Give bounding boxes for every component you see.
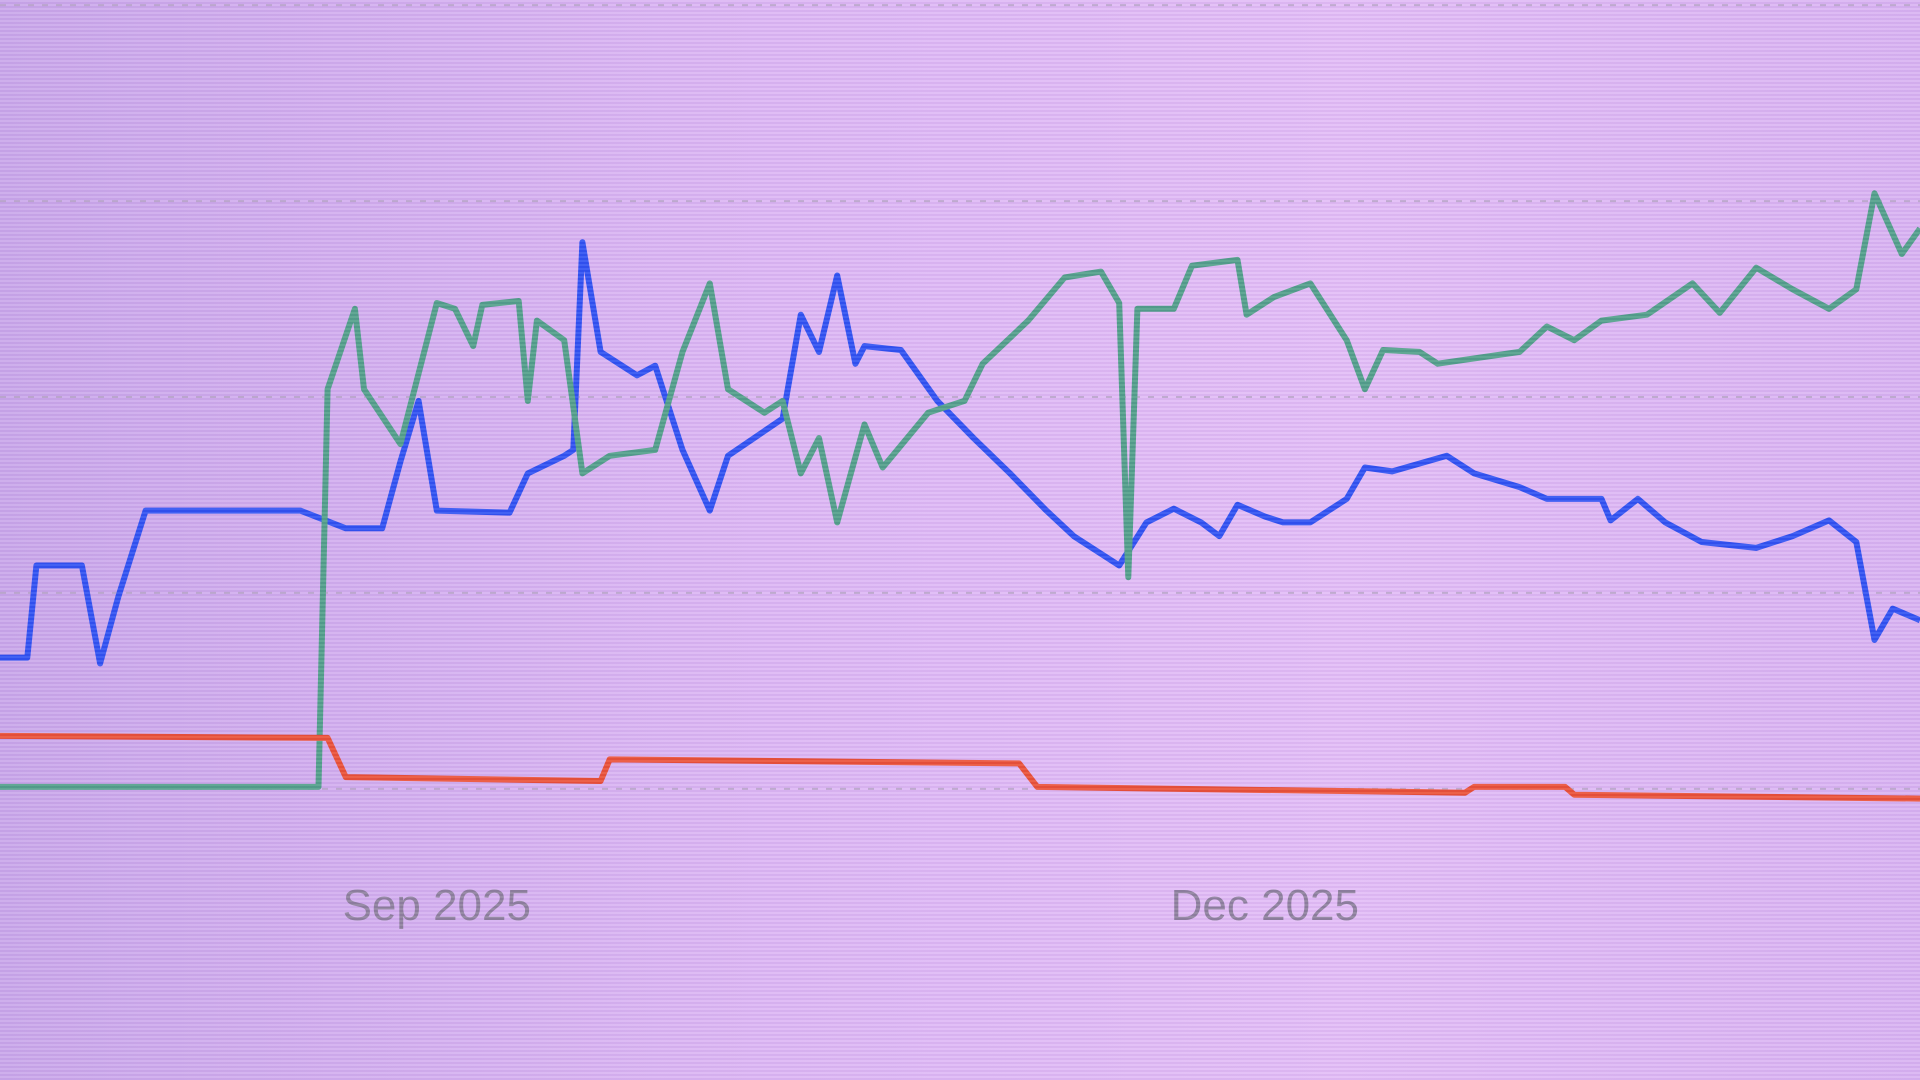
series-line-2	[0, 190, 1920, 790]
x-tick-label: Sep 2025	[343, 881, 531, 930]
series-lines	[0, 190, 1920, 802]
x-axis-ticks: Sep 2025 Dec 2025	[343, 881, 1359, 930]
gridlines	[0, 4, 1920, 790]
series-line-1	[0, 239, 1920, 667]
series-line-3	[0, 732, 1920, 802]
x-tick-label: Dec 2025	[1171, 881, 1359, 930]
